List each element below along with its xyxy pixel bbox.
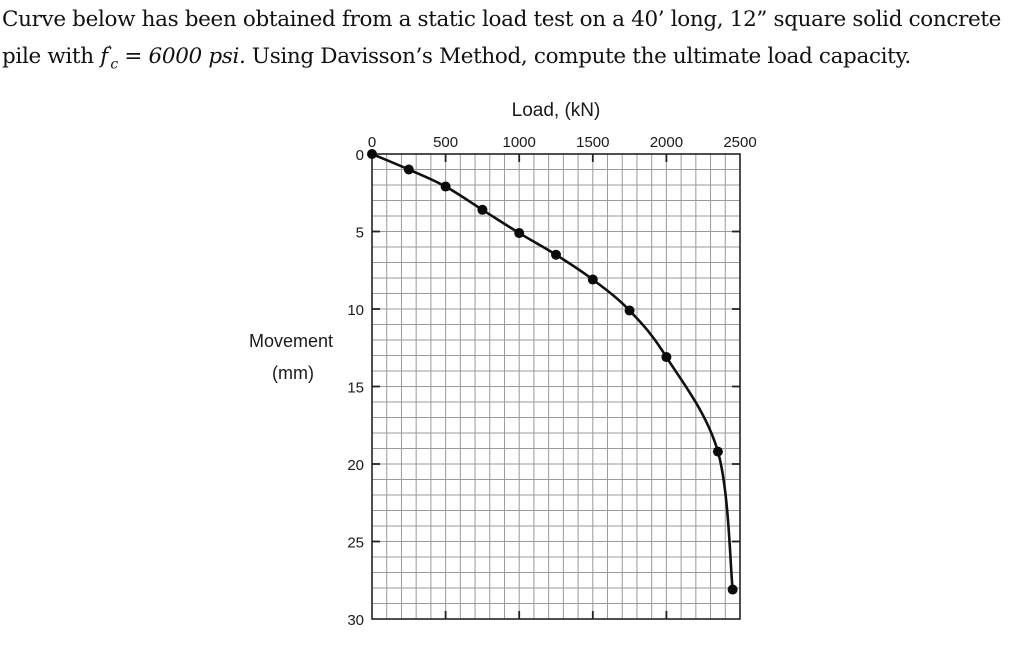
x-tick-label: 0 <box>368 134 376 151</box>
x-tick-label: 1000 <box>503 134 536 151</box>
x-tick-label: 500 <box>433 134 458 151</box>
x-tick-label: 2000 <box>650 134 683 151</box>
data-point-marker <box>514 228 525 239</box>
x-axis-title: Load, (kN) <box>512 100 601 121</box>
chart-grid <box>371 153 741 620</box>
y-tick-label: 15 <box>347 380 364 397</box>
data-point-marker <box>712 446 723 457</box>
axis-ticks <box>372 154 740 619</box>
data-point-marker <box>367 149 377 159</box>
y-tick-label: 25 <box>347 535 364 552</box>
data-point-marker <box>587 274 598 285</box>
data-point-marker <box>624 305 635 316</box>
data-point-marker <box>551 249 561 260</box>
data-point-marker <box>403 164 414 175</box>
data-point-marker <box>727 584 738 595</box>
y-axis-title-line-1: Movement <box>249 331 333 351</box>
data-point-marker <box>477 204 488 215</box>
y-tick-label: 20 <box>347 457 364 474</box>
y-tick-label: 30 <box>347 612 364 629</box>
x-tick-labels: 0 500 1000 1500 2000 2500 <box>368 134 757 151</box>
problem-line-1: Curve below has been obtained from a sta… <box>2 7 1002 32</box>
x-tick-label: 1500 <box>576 134 609 151</box>
problem-statement: Curve below has been obtained from a sta… <box>2 4 1022 80</box>
y-tick-label: 0 <box>356 147 364 164</box>
load-settlement-curve <box>371 152 734 590</box>
data-points <box>367 149 738 595</box>
problem-line-2: pile with f′c = 6000 psi. Using Davisson… <box>2 36 1022 80</box>
concrete-strength-formula: f′c = 6000 psi. <box>100 44 246 73</box>
y-tick-labels: 0 5 10 15 20 25 30 <box>347 147 364 629</box>
problem-line-2-pre: pile with <box>2 44 101 70</box>
problem-line-2-post: Using Davisson’s Method, compute the ult… <box>245 44 911 70</box>
y-axis-title-line-2: (mm) <box>272 363 314 383</box>
data-point-marker <box>440 181 451 192</box>
y-tick-label: 10 <box>347 302 364 319</box>
data-point-marker <box>661 352 672 363</box>
x-tick-label: 2500 <box>723 134 756 151</box>
y-tick-label: 5 <box>356 225 364 242</box>
